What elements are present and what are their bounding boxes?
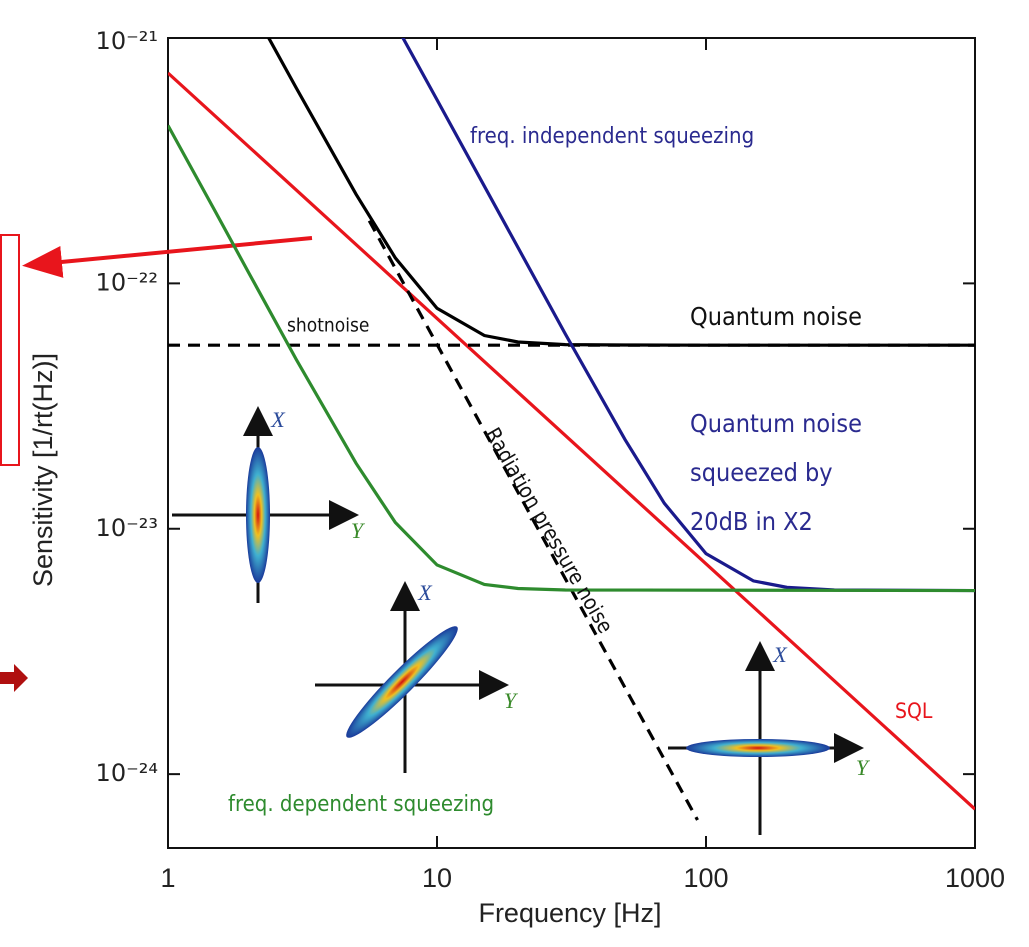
y-tick-label: 10⁻²¹: [96, 27, 158, 55]
y-tick-label: 10⁻²³: [96, 514, 158, 542]
x-tick-label: 10: [422, 863, 452, 893]
pointer-arrow: [0, 664, 28, 692]
inset-y-label: Y: [351, 518, 366, 543]
annotation: shotnoise: [287, 315, 369, 337]
x-tick-label: 100: [683, 863, 728, 893]
x-tick-label: 1000: [945, 863, 1005, 893]
inset-x-label: X: [270, 407, 286, 432]
squeeze-ellipse: [246, 447, 270, 583]
annotation: Quantum noise: [690, 409, 862, 438]
series-line: [168, 71, 975, 811]
annotation: Quantum noise: [690, 302, 862, 331]
y-tick-label: 10⁻²⁴: [96, 759, 158, 787]
annotation: 20dB in X2: [690, 507, 813, 536]
y-tick-label: 10⁻²²: [96, 268, 158, 296]
series-line: [367, 219, 699, 821]
inset-y-label: Y: [504, 688, 519, 713]
highlight-box: [0, 234, 20, 466]
x-tick-label: 1: [160, 863, 175, 893]
x-axis-title: Frequency [Hz]: [478, 898, 661, 928]
annotation: freq. independent squeezing: [470, 124, 754, 149]
series-line: [266, 38, 975, 347]
squeeze-ellipse: [686, 739, 830, 757]
annotation: squeezed by: [690, 458, 833, 487]
annotation: freq. dependent squeezing: [228, 792, 494, 817]
plot-frame: [167, 37, 976, 849]
inset-y-label: Y: [856, 755, 871, 780]
plot-lines: [168, 38, 975, 821]
series-line: [401, 38, 975, 593]
inset-x-label: X: [772, 642, 788, 667]
annotation: Radiation pressure noise: [480, 424, 617, 638]
y-axis-title: Sensitivity [1/rt(Hz)]: [28, 353, 58, 587]
squeeze-ellipse: [346, 626, 458, 738]
pointer-arrow: [22, 236, 313, 278]
annotation: SQL: [895, 699, 933, 723]
inset-layer: [172, 406, 864, 835]
series-line: [168, 124, 975, 593]
inset-x-label: X: [417, 580, 433, 605]
